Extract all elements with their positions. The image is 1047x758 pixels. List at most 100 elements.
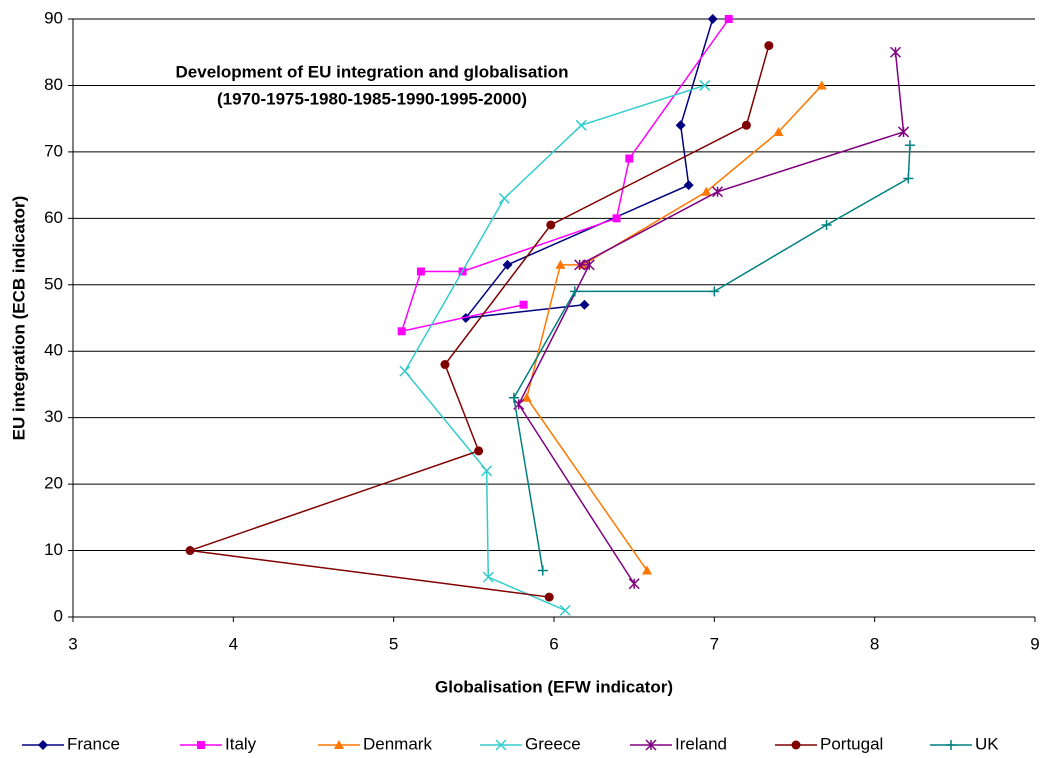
y-tick-label: 40	[44, 341, 63, 360]
marker	[569, 286, 580, 297]
marker-part	[741, 120, 751, 130]
marker	[474, 446, 484, 456]
marker-part	[440, 360, 450, 370]
marker-part	[791, 740, 801, 750]
marker	[546, 220, 556, 230]
marker	[397, 327, 406, 336]
marker-part	[641, 565, 652, 575]
legend-label: Denmark	[363, 734, 432, 753]
marker-part	[38, 740, 48, 750]
legend-marker	[645, 739, 657, 751]
y-tick-label: 30	[44, 407, 63, 426]
marker	[675, 120, 686, 131]
marker	[519, 300, 528, 309]
series-line	[525, 84, 823, 571]
legend-label: France	[67, 734, 120, 753]
y-tick-label: 20	[44, 474, 63, 493]
marker-part	[675, 120, 686, 131]
x-tick-label: 7	[710, 634, 719, 653]
y-tick-label: 50	[44, 274, 63, 293]
marker-part	[625, 154, 634, 163]
marker	[502, 259, 513, 270]
marker	[583, 259, 595, 271]
marker	[707, 14, 718, 24]
marker	[903, 173, 914, 184]
marker	[712, 186, 724, 198]
marker	[699, 79, 711, 91]
legend-marker	[334, 740, 344, 749]
marker	[724, 15, 733, 23]
marker	[897, 126, 910, 138]
legend-marker	[946, 740, 956, 750]
marker-part	[334, 740, 344, 749]
y-tick-label: 80	[44, 75, 63, 94]
x-tick-label: 9	[1030, 634, 1039, 653]
marker-part	[724, 15, 733, 23]
marker	[816, 80, 827, 90]
marker	[498, 192, 510, 204]
marker	[575, 119, 587, 131]
marker	[625, 154, 634, 163]
legend-label: Ireland	[675, 734, 727, 753]
marker	[773, 126, 784, 136]
marker	[416, 267, 425, 276]
marker-part	[185, 546, 195, 556]
marker-part	[707, 14, 718, 24]
legend-label: Portugal	[820, 734, 883, 753]
marker	[574, 259, 586, 271]
legend-label: Italy	[225, 734, 257, 753]
marker	[559, 604, 571, 616]
legend-marker	[38, 740, 48, 750]
marker	[612, 214, 621, 223]
series-line	[513, 145, 911, 571]
marker	[683, 180, 694, 191]
series-line	[517, 52, 905, 585]
marker	[741, 120, 751, 130]
marker-part	[575, 119, 587, 131]
marker-part	[197, 741, 205, 749]
marker-part	[495, 739, 507, 751]
marker-part	[502, 259, 513, 270]
marker-part	[559, 604, 571, 616]
legend-marker	[197, 741, 205, 749]
marker	[764, 41, 774, 51]
chart-title: (1970-1975-1980-1985-1990-1995-2000)	[217, 89, 527, 108]
legend-marker	[495, 739, 507, 751]
marker-part	[498, 192, 510, 204]
marker	[709, 286, 720, 297]
marker	[521, 392, 532, 402]
marker	[555, 259, 566, 269]
marker-part	[773, 126, 784, 136]
marker-part	[546, 220, 556, 230]
marker	[537, 565, 548, 576]
marker	[701, 186, 712, 196]
marker	[440, 360, 450, 370]
x-tick-label: 8	[870, 634, 879, 653]
legend-label: UK	[975, 734, 999, 753]
y-axis-label: EU integration (ECB indicator)	[9, 196, 28, 441]
marker	[628, 578, 640, 590]
marker	[641, 565, 652, 575]
marker	[481, 465, 493, 477]
y-tick-label: 60	[44, 208, 63, 227]
marker-part	[474, 446, 484, 456]
marker-part	[764, 41, 774, 51]
marker-part	[816, 80, 827, 90]
marker-part	[579, 299, 590, 310]
marker-part	[544, 592, 554, 602]
x-axis-label: Globalisation (EFW indicator)	[435, 677, 673, 696]
legend-label: Greece	[525, 734, 581, 753]
marker-part	[416, 267, 425, 276]
marker-part	[399, 365, 411, 377]
chart-title: Development of EU integration and global…	[176, 62, 569, 81]
marker-part	[701, 186, 712, 196]
marker-part	[482, 571, 494, 583]
marker	[399, 365, 411, 377]
x-tick-label: 5	[389, 634, 398, 653]
marker-part	[519, 300, 528, 309]
marker-part	[481, 465, 493, 477]
marker-part	[699, 79, 711, 91]
marker	[185, 546, 195, 556]
marker-part	[521, 392, 532, 402]
marker-part	[555, 259, 566, 269]
